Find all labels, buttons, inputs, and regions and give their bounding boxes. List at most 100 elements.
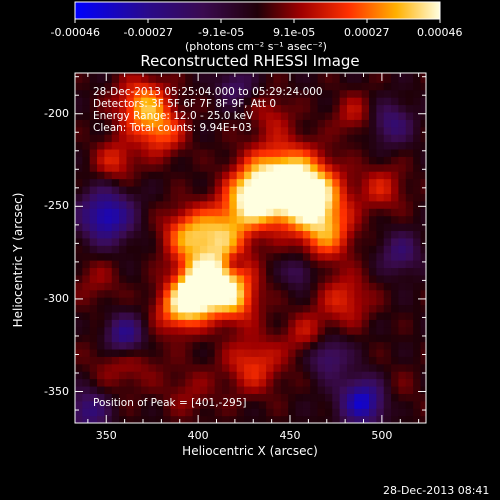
y-tick-label: -350 <box>44 384 69 398</box>
heatmap-cell <box>376 82 385 91</box>
heatmap-cell <box>280 185 289 194</box>
heatmap-cell <box>141 274 150 283</box>
heatmap-cell <box>141 89 150 98</box>
heatmap-cell <box>310 111 319 120</box>
heatmap-cell <box>214 237 223 246</box>
heatmap-cell <box>199 267 208 276</box>
heatmap-cell <box>332 341 341 350</box>
heatmap-cell <box>199 245 208 254</box>
heatmap-cell <box>89 193 98 202</box>
heatmap-cell <box>148 97 157 106</box>
heatmap-cell <box>119 267 128 276</box>
heatmap-cell <box>405 208 414 217</box>
heatmap-cell <box>376 289 385 298</box>
heatmap-cell <box>302 378 311 387</box>
heatmap-cell <box>346 230 355 239</box>
heatmap-cell <box>324 267 333 276</box>
heatmap-cell <box>361 408 370 417</box>
heatmap-cell <box>295 260 304 269</box>
heatmap-cell <box>398 297 407 306</box>
heatmap-cell <box>398 156 407 165</box>
heatmap-cell <box>332 289 341 298</box>
heatmap-cell <box>126 215 135 224</box>
heatmap-cell <box>376 371 385 380</box>
heatmap-cell <box>111 185 120 194</box>
heatmap-cell <box>148 148 157 157</box>
heatmap-cell <box>207 274 216 283</box>
heatmap-cell <box>324 171 333 180</box>
heatmap-cell <box>89 215 98 224</box>
heatmap-cell <box>163 156 172 165</box>
heatmap-cell <box>155 334 164 343</box>
heatmap-cell <box>207 119 216 128</box>
heatmap-cell <box>236 385 245 394</box>
heatmap-cell <box>207 252 216 261</box>
heatmap-cell <box>383 134 392 143</box>
annotation-time-range: 28-Dec-2013 05:25:04.000 to 05:29:24.000 <box>93 86 323 98</box>
heatmap-cell <box>332 319 341 328</box>
heatmap-cell <box>317 297 326 306</box>
heatmap-cell <box>420 341 426 350</box>
heatmap-cell <box>295 400 304 409</box>
heatmap-cell <box>163 74 172 83</box>
heatmap-cell <box>119 126 128 135</box>
heatmap-cell <box>361 341 370 350</box>
heatmap-cell <box>413 274 422 283</box>
heatmap-cell <box>288 185 297 194</box>
heatmap-cell <box>75 193 83 202</box>
heatmap-cell <box>177 97 186 106</box>
heatmap-cell <box>119 119 128 128</box>
heatmap-cell <box>273 245 282 254</box>
colorbar-units: (photons cm⁻² s⁻¹ asec⁻²) <box>185 40 327 53</box>
heatmap-cell <box>214 252 223 261</box>
heatmap-cell <box>126 163 135 172</box>
heatmap-cell <box>185 334 194 343</box>
heatmap-cell <box>405 363 414 372</box>
heatmap-cell <box>258 148 267 157</box>
heatmap-cell <box>148 171 157 180</box>
heatmap-cell <box>266 363 275 372</box>
heatmap-cell <box>199 126 208 135</box>
heatmap-cell <box>89 274 98 283</box>
heatmap-cell <box>214 348 223 357</box>
heatmap-cell <box>214 200 223 209</box>
heatmap-cell <box>163 148 172 157</box>
heatmap-cell <box>273 126 282 135</box>
heatmap-cell <box>280 289 289 298</box>
heatmap-cell <box>126 104 135 113</box>
heatmap-cell <box>126 400 135 409</box>
heatmap-cell <box>383 408 392 417</box>
heatmap-cell <box>229 311 238 320</box>
heatmap-cell <box>258 178 267 187</box>
heatmap-cell <box>236 252 245 261</box>
heatmap-cell <box>119 74 128 83</box>
heatmap-cell <box>236 156 245 165</box>
heatmap-cell <box>170 178 179 187</box>
heatmap-cell <box>207 104 216 113</box>
heatmap-cell <box>75 230 83 239</box>
heatmap-cell <box>391 82 400 91</box>
heatmap-cell <box>229 193 238 202</box>
heatmap-cell <box>361 289 370 298</box>
heatmap-cell <box>97 282 106 291</box>
heatmap-cell <box>251 208 260 217</box>
heatmap-cell <box>244 371 253 380</box>
heatmap-cell <box>244 356 253 365</box>
heatmap-cell <box>339 141 348 150</box>
heatmap-cell <box>273 319 282 328</box>
heatmap-cell <box>111 363 120 372</box>
heatmap-cell <box>148 326 157 335</box>
heatmap-cell <box>214 415 223 423</box>
heatmap-cell <box>266 334 275 343</box>
heatmap-cell <box>148 119 157 128</box>
heatmap-cell <box>266 171 275 180</box>
heatmap-cell <box>405 289 414 298</box>
heatmap-cell <box>126 148 135 157</box>
heatmap-cell <box>420 260 426 269</box>
heatmap-cell <box>133 237 142 246</box>
heatmap-cell <box>126 245 135 254</box>
heatmap-cell <box>332 260 341 269</box>
heatmap-cell <box>236 282 245 291</box>
heatmap-cell <box>266 230 275 239</box>
heatmap-cell <box>405 134 414 143</box>
